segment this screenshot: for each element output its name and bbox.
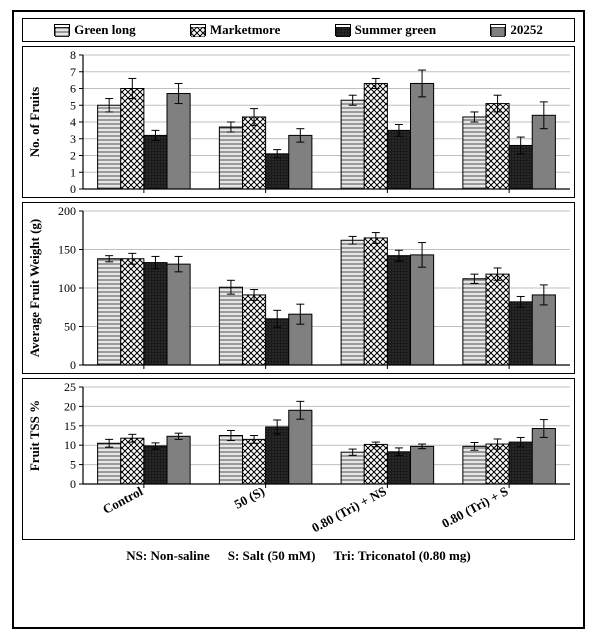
bar [289,401,312,484]
x-tick-label: Control [100,483,145,517]
legend-label: Summer green [355,22,436,38]
bar [266,150,289,189]
y-axis-label: No. of Fruits [27,87,42,157]
bar [532,285,555,365]
y-tick-label: 25 [64,380,76,394]
y-tick-label: 3 [70,132,76,146]
bar [486,439,509,484]
bar [364,442,387,484]
y-tick-label: 6 [70,82,76,96]
y-tick-label: 200 [58,204,76,218]
x-tick-label: 0.80 (Tri) + NS [309,483,389,535]
y-tick-label: 8 [70,48,76,62]
legend-item: Green long [54,22,136,38]
y-tick-label: 100 [58,281,76,295]
bar [266,310,289,365]
y-tick-label: 5 [70,458,76,472]
bar [463,112,486,189]
legend-swatch [335,24,351,36]
bar [509,296,532,365]
bar [242,290,265,365]
footer-caption: NS: Non-saline S: Salt (50 mM) Tri: Tricon… [14,544,583,566]
legend-swatch [54,24,70,36]
bar [463,274,486,365]
y-axis-label: Fruit TSS % [27,400,42,471]
legend-item: Marketmore [190,22,281,38]
y-tick-label: 5 [70,98,76,112]
y-tick-label: 1 [70,165,76,179]
legend-swatch [190,24,206,36]
bar [98,256,121,365]
legend-label: Green long [74,22,136,38]
bar [289,129,312,189]
figure-container: Green long Marketmore Summer green 20 2 [0,0,597,637]
bar [242,109,265,189]
bar [364,78,387,189]
bar [463,442,486,484]
y-tick-label: 15 [64,419,76,433]
legend-swatch [490,24,506,36]
bar [532,420,555,484]
y-tick-label: 2 [70,149,76,163]
footer-segment: NS: Non-saline [126,548,209,563]
legend-label: 20252 [510,22,543,38]
bar [289,304,312,365]
legend-item: 20252 [490,22,543,38]
bar [411,70,434,189]
bar [486,95,509,189]
bar [266,420,289,484]
bar [121,253,144,365]
bar [219,280,242,365]
footer-segment: S: Salt (50 mM) [228,548,316,563]
bar [121,434,144,484]
y-tick-label: 0 [70,358,76,372]
outer-border: Green long Marketmore Summer green 20 2 [12,10,585,629]
bar [411,243,434,365]
bar [98,439,121,484]
legend-item: Summer green [335,22,436,38]
bar [341,449,364,484]
bar [144,443,167,484]
y-tick-label: 150 [58,243,76,257]
bar [364,233,387,365]
y-axis-label: Average Fruit Weight (g) [27,219,42,358]
bar [167,83,190,189]
bar [411,444,434,484]
y-tick-label: 0 [70,477,76,491]
bar [341,236,364,365]
chart-panel: 0 1 2 3 4 5 6 7 8 No. of Fruits [22,46,575,198]
bar [532,102,555,189]
footer-segment: Tri: Triconatol (0.80 mg) [333,548,470,563]
bar [341,95,364,189]
y-tick-label: 10 [64,438,76,452]
bar [219,122,242,189]
bar [509,137,532,189]
bar [242,436,265,485]
bar [167,433,190,484]
bar [486,268,509,365]
chart-panel: 0 5 10 15 20 25 Control 50 (S) 0.80 (Tri) + NS 0.… [22,378,575,540]
y-tick-label: 4 [70,115,76,129]
x-tick-label: 50 (S) [232,483,267,511]
y-tick-label: 20 [64,399,76,413]
y-tick-label: 7 [70,65,76,79]
bar [98,99,121,189]
y-tick-label: 50 [64,320,76,334]
bar [509,437,532,484]
bar [387,250,410,365]
legend: Green long Marketmore Summer green 202 [22,18,575,42]
bar [167,256,190,365]
bar [387,448,410,484]
bar [219,430,242,484]
chart-panel: 0 50 100 150 200 Average Fruit Weight (g) [22,202,575,374]
legend-label: Marketmore [210,22,281,38]
bar [144,130,167,189]
panels-container: 012345678No. of Fruits 050100150200Avera… [14,46,583,540]
y-tick-label: 0 [70,182,76,196]
bar [144,256,167,365]
bar [387,125,410,189]
x-tick-label: 0.80 (Tri) + S [439,483,510,530]
bar [121,78,144,189]
